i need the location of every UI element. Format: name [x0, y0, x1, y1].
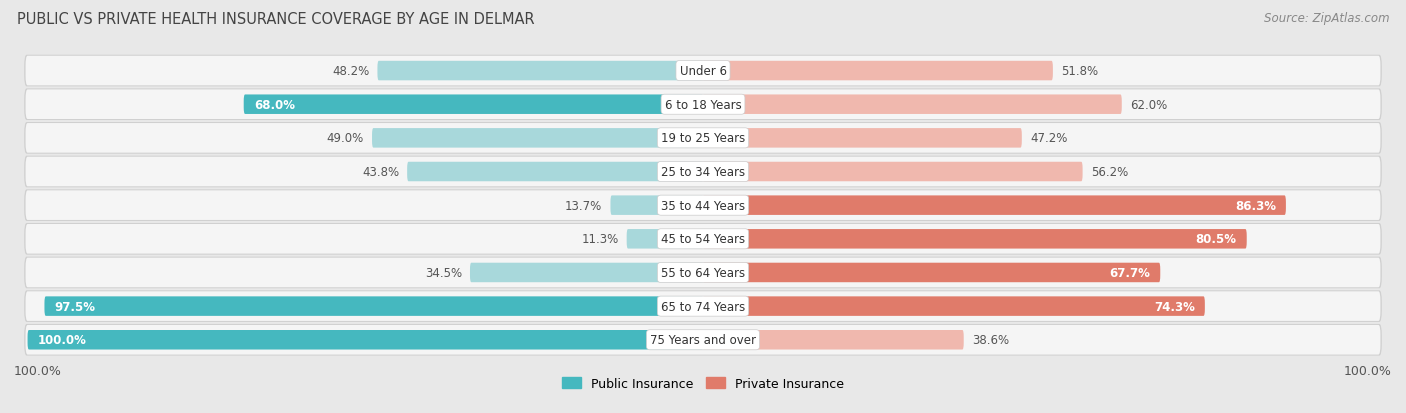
FancyBboxPatch shape — [24, 190, 1382, 221]
Text: 67.7%: 67.7% — [1109, 266, 1150, 279]
FancyBboxPatch shape — [25, 124, 1381, 153]
Text: Under 6: Under 6 — [679, 65, 727, 78]
FancyBboxPatch shape — [24, 56, 1382, 87]
Text: 68.0%: 68.0% — [254, 98, 295, 112]
Text: 65 to 74 Years: 65 to 74 Years — [661, 300, 745, 313]
Text: 55 to 64 Years: 55 to 64 Years — [661, 266, 745, 279]
FancyBboxPatch shape — [24, 257, 1382, 289]
Text: 97.5%: 97.5% — [55, 300, 96, 313]
Text: 13.7%: 13.7% — [565, 199, 602, 212]
FancyBboxPatch shape — [610, 196, 703, 216]
FancyBboxPatch shape — [703, 263, 1160, 282]
Text: 49.0%: 49.0% — [326, 132, 364, 145]
FancyBboxPatch shape — [703, 330, 963, 350]
Text: 35 to 44 Years: 35 to 44 Years — [661, 199, 745, 212]
FancyBboxPatch shape — [703, 62, 1053, 81]
FancyBboxPatch shape — [25, 90, 1381, 120]
FancyBboxPatch shape — [703, 196, 1286, 216]
FancyBboxPatch shape — [627, 230, 703, 249]
Text: 11.3%: 11.3% — [581, 233, 619, 246]
Text: 48.2%: 48.2% — [332, 65, 370, 78]
Text: 45 to 54 Years: 45 to 54 Years — [661, 233, 745, 246]
FancyBboxPatch shape — [24, 123, 1382, 154]
FancyBboxPatch shape — [703, 95, 1122, 115]
Text: 100.0%: 100.0% — [1344, 364, 1392, 377]
Text: 75 Years and over: 75 Years and over — [650, 333, 756, 347]
Text: 80.5%: 80.5% — [1195, 233, 1237, 246]
FancyBboxPatch shape — [25, 157, 1381, 187]
Text: 25 to 34 Years: 25 to 34 Years — [661, 166, 745, 178]
FancyBboxPatch shape — [45, 297, 703, 316]
Text: 34.5%: 34.5% — [425, 266, 461, 279]
FancyBboxPatch shape — [25, 292, 1381, 321]
Text: 74.3%: 74.3% — [1154, 300, 1195, 313]
FancyBboxPatch shape — [24, 89, 1382, 121]
Text: 47.2%: 47.2% — [1031, 132, 1067, 145]
FancyBboxPatch shape — [377, 62, 703, 81]
Text: PUBLIC VS PRIVATE HEALTH INSURANCE COVERAGE BY AGE IN DELMAR: PUBLIC VS PRIVATE HEALTH INSURANCE COVER… — [17, 12, 534, 27]
Text: 43.8%: 43.8% — [361, 166, 399, 178]
FancyBboxPatch shape — [408, 162, 703, 182]
FancyBboxPatch shape — [24, 291, 1382, 322]
Text: 86.3%: 86.3% — [1234, 199, 1275, 212]
FancyBboxPatch shape — [25, 57, 1381, 86]
FancyBboxPatch shape — [470, 263, 703, 282]
Text: 6 to 18 Years: 6 to 18 Years — [665, 98, 741, 112]
FancyBboxPatch shape — [703, 162, 1083, 182]
FancyBboxPatch shape — [24, 324, 1382, 356]
Text: 38.6%: 38.6% — [972, 333, 1010, 347]
Text: 62.0%: 62.0% — [1130, 98, 1167, 112]
Text: 51.8%: 51.8% — [1062, 65, 1098, 78]
FancyBboxPatch shape — [24, 156, 1382, 188]
FancyBboxPatch shape — [25, 258, 1381, 287]
FancyBboxPatch shape — [24, 223, 1382, 255]
Text: 100.0%: 100.0% — [38, 333, 87, 347]
FancyBboxPatch shape — [373, 129, 703, 148]
FancyBboxPatch shape — [25, 224, 1381, 254]
Legend: Public Insurance, Private Insurance: Public Insurance, Private Insurance — [557, 372, 849, 395]
FancyBboxPatch shape — [703, 297, 1205, 316]
FancyBboxPatch shape — [703, 230, 1247, 249]
Text: Source: ZipAtlas.com: Source: ZipAtlas.com — [1264, 12, 1389, 25]
FancyBboxPatch shape — [703, 129, 1022, 148]
Text: 100.0%: 100.0% — [14, 364, 62, 377]
FancyBboxPatch shape — [243, 95, 703, 115]
FancyBboxPatch shape — [25, 191, 1381, 221]
FancyBboxPatch shape — [28, 330, 703, 350]
Text: 56.2%: 56.2% — [1091, 166, 1128, 178]
FancyBboxPatch shape — [25, 325, 1381, 355]
Text: 19 to 25 Years: 19 to 25 Years — [661, 132, 745, 145]
